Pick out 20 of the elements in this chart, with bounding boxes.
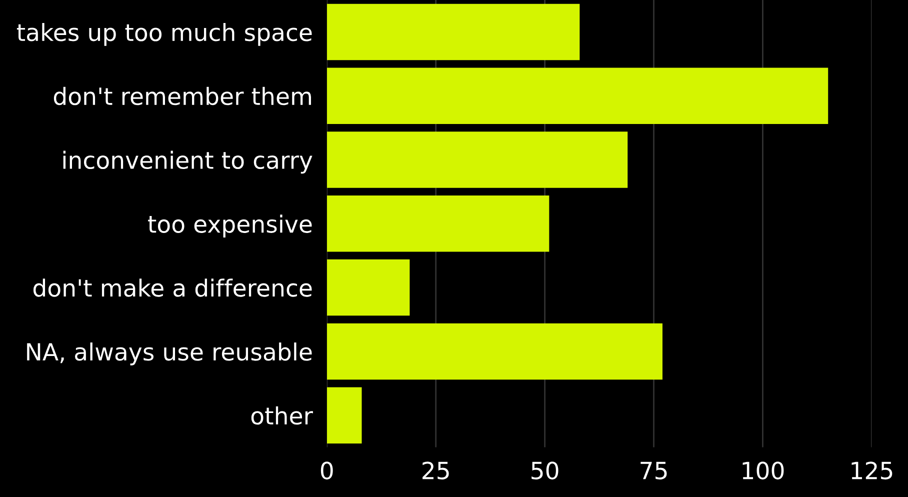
bar <box>326 259 410 316</box>
x-tick-label: 75 <box>640 462 667 480</box>
y-tick-label: don't make a difference <box>33 278 312 297</box>
y-tick-label: NA, always use reusable <box>27 342 312 366</box>
bar <box>326 196 550 252</box>
x-tick-label: 125 <box>852 462 892 480</box>
x-tick-label: 100 <box>742 462 784 480</box>
y-tick-label: don't remember them <box>54 86 311 106</box>
y-tick-label: other <box>251 406 313 425</box>
y-tick-label: too expensive <box>148 214 312 238</box>
x-tick-label: 25 <box>422 462 449 480</box>
x-tick-label: 50 <box>532 462 558 480</box>
y-tick-label: takes up too much space <box>16 22 312 46</box>
bar <box>326 323 662 380</box>
bar <box>326 387 362 444</box>
bar <box>326 132 628 188</box>
bar <box>326 68 828 124</box>
x-tick-label: 0 <box>320 462 333 480</box>
bar <box>326 4 580 60</box>
y-tick-label: inconvenient to carry <box>63 150 312 174</box>
